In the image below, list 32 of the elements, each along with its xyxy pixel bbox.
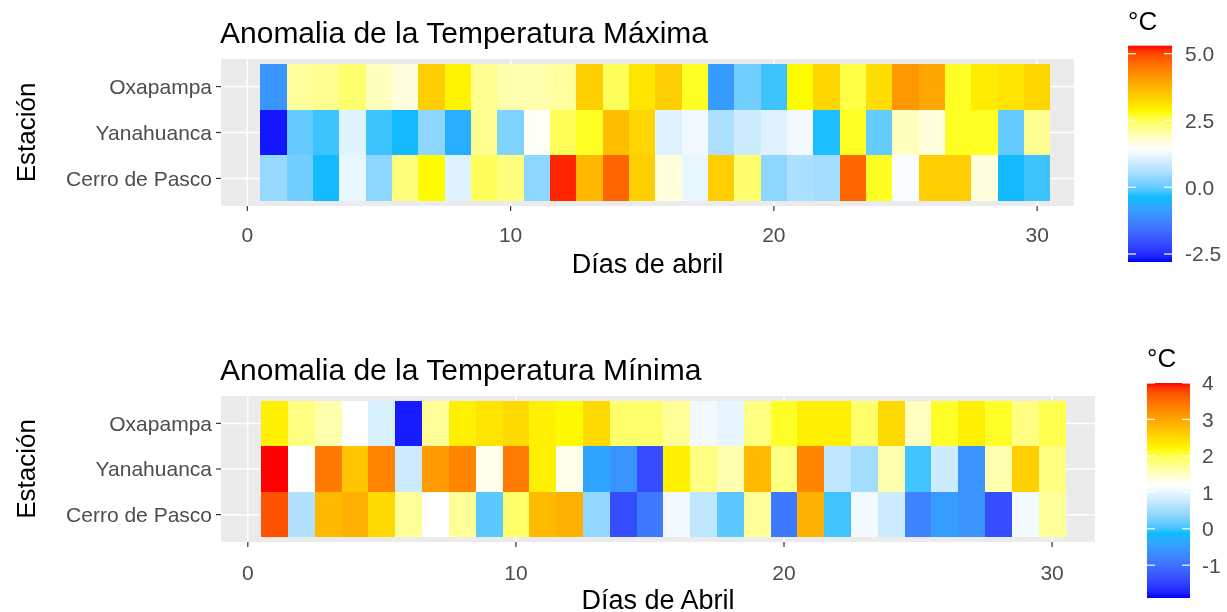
color-bar-label: 3 <box>1202 407 1214 431</box>
color-bar-label: 1 <box>1202 480 1214 504</box>
x-tick-label: 10 <box>504 561 528 584</box>
y-tick-label: Yanahuanca <box>95 457 213 481</box>
y-tick-label: Yanahuanca <box>95 120 213 144</box>
color-bar-label: 0.0 <box>1185 175 1215 199</box>
color-bar-label: -1 <box>1202 553 1221 577</box>
x-tick-label: 0 <box>241 561 254 584</box>
x-tick-label: 20 <box>772 561 796 584</box>
chart-title: Anomalia de la Temperatura Mínima <box>220 353 702 386</box>
color-bar-label: 2.5 <box>1185 108 1215 132</box>
x-axis-title: Días de abril <box>571 249 724 279</box>
y-tick-label: Cerro de Pasco <box>66 502 212 526</box>
x-tick-label: 30 <box>1040 561 1064 584</box>
y-tick-label: Oxapampa <box>109 74 213 98</box>
x-tick-label: 20 <box>762 223 786 246</box>
x-axis-title: Días de Abril <box>581 585 735 612</box>
chart-title: Anomalia de la Temperatura Máxima <box>220 16 709 49</box>
color-bar-label: 5.0 <box>1185 42 1215 66</box>
y-axis-title: Estación <box>11 419 41 519</box>
x-tick-label: 0 <box>241 223 254 246</box>
y-tick-label: Oxapampa <box>109 411 213 435</box>
x-tick-label: 10 <box>498 223 523 246</box>
y-axis-title: Estación <box>11 82 41 183</box>
x-tick-label: 30 <box>1025 223 1049 246</box>
y-tick-label: Cerro de Pasco <box>66 166 212 190</box>
color-bar-label: 0 <box>1202 517 1214 541</box>
color-bar-label: 2 <box>1202 444 1214 468</box>
color-bar-title: °C <box>1128 6 1158 36</box>
color-bar-title: °C <box>1147 343 1177 373</box>
color-bar-label: -2.5 <box>1185 242 1222 266</box>
color-bar-label: 4 <box>1202 371 1214 395</box>
